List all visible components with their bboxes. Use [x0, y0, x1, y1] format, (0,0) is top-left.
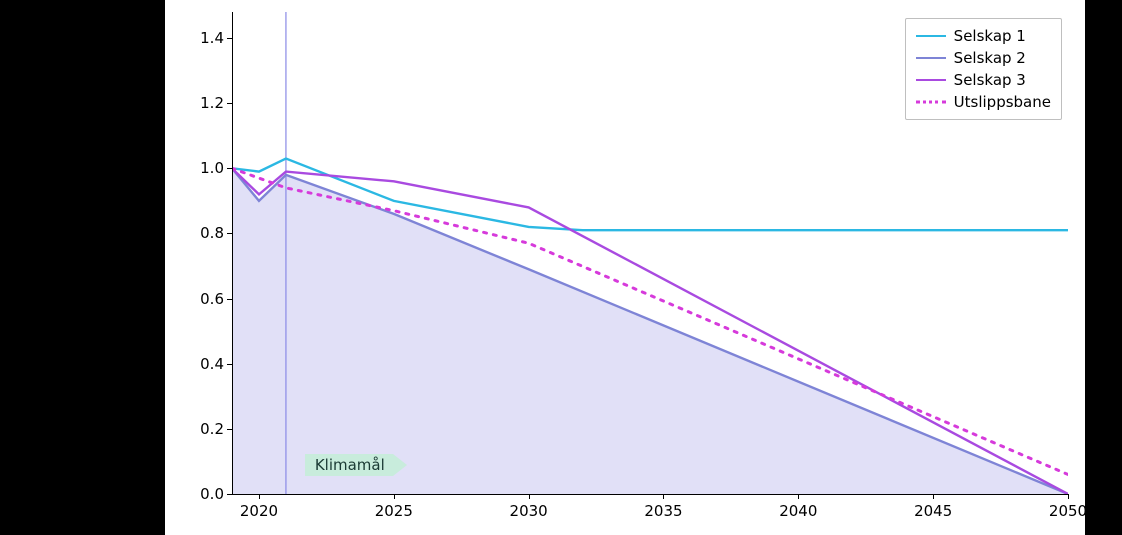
x-tick-label: 2020 [240, 502, 278, 520]
y-tick-mark [227, 299, 232, 300]
y-tick-label: 0.2 [196, 420, 224, 438]
legend-row: Selskap 1 [916, 25, 1051, 47]
legend-label: Selskap 2 [954, 49, 1026, 67]
x-tick-mark [933, 494, 934, 499]
y-tick-label: 1.2 [196, 94, 224, 112]
legend-swatch [916, 95, 946, 109]
y-tick-mark [227, 168, 232, 169]
x-tick-label: 2050 [1049, 502, 1087, 520]
legend-label: Selskap 3 [954, 71, 1026, 89]
y-tick-mark [227, 429, 232, 430]
annotation-arrowhead [393, 454, 407, 476]
legend-row: Utslippsbane [916, 91, 1051, 113]
annotation-arrow: Klimamål [305, 454, 407, 476]
y-tick-mark [227, 494, 232, 495]
y-tick-label: 0.6 [196, 290, 224, 308]
legend-row: Selskap 2 [916, 47, 1051, 69]
x-tick-label: 2045 [914, 502, 952, 520]
legend-swatch [916, 29, 946, 43]
x-tick-mark [1068, 494, 1069, 499]
y-tick-label: 0.4 [196, 355, 224, 373]
legend: Selskap 1 Selskap 2 Selskap 3 Utslippsbane [905, 18, 1062, 120]
legend-label: Utslippsbane [954, 93, 1051, 111]
y-tick-mark [227, 233, 232, 234]
x-tick-label: 2030 [510, 502, 548, 520]
x-tick-label: 2025 [375, 502, 413, 520]
y-tick-label: 1.0 [196, 159, 224, 177]
y-tick-label: 0.0 [196, 485, 224, 503]
y-tick-label: 0.8 [196, 224, 224, 242]
x-tick-mark [529, 494, 530, 499]
y-tick-mark [227, 364, 232, 365]
annotation-label: Klimamål [315, 456, 385, 474]
legend-label: Selskap 1 [954, 27, 1026, 45]
x-tick-mark [394, 494, 395, 499]
stage: 2020 2025 2030 2035 2040 2045 2050 0.0 0.2 0.4 0.… [0, 0, 1122, 535]
x-tick-mark [259, 494, 260, 499]
y-tick-mark [227, 38, 232, 39]
y-tick-mark [227, 103, 232, 104]
y-tick-label: 1.4 [196, 29, 224, 47]
x-tick-label: 2040 [779, 502, 817, 520]
legend-swatch [916, 51, 946, 65]
legend-swatch [916, 73, 946, 87]
x-tick-mark [663, 494, 664, 499]
x-tick-mark [798, 494, 799, 499]
x-tick-label: 2035 [644, 502, 682, 520]
legend-row: Selskap 3 [916, 69, 1051, 91]
